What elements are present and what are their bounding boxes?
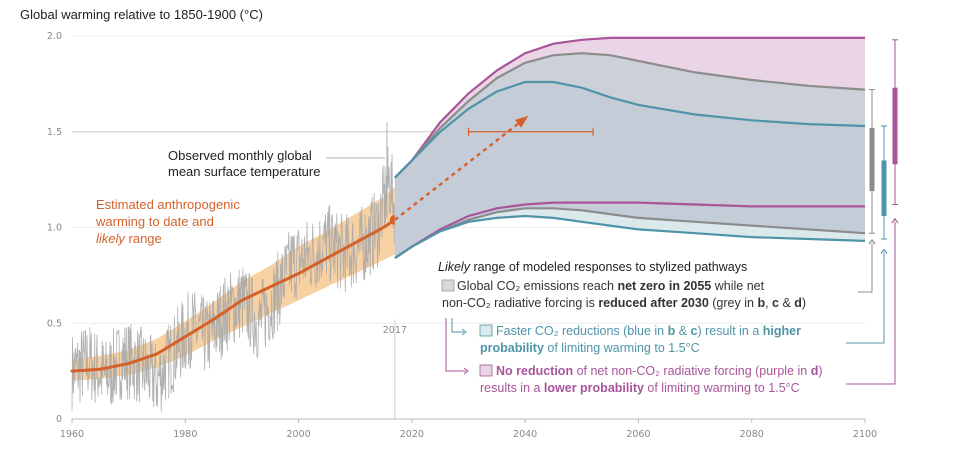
purple-lower-edge-line <box>394 201 865 260</box>
legend-blue-text-line-2: probability of limiting warming to 1.5°C <box>480 341 700 355</box>
y-tick-label: 1.0 <box>47 223 62 234</box>
projection-arrow-head <box>515 115 529 128</box>
x-tick-label: 2100 <box>853 429 877 440</box>
observed-label-line-2: mean surface temperature <box>168 164 320 179</box>
x-tick-label: 1960 <box>60 429 84 440</box>
legend-blue-branch-arrow <box>461 328 467 336</box>
grey-side-box <box>869 127 875 192</box>
x-tick-label: 2000 <box>286 429 310 440</box>
x-tick-label: 2060 <box>626 429 650 440</box>
grey-upper-edge-line <box>394 52 866 179</box>
legend: Likely range of modeled responses to sty… <box>438 260 823 395</box>
chart-title: Global warming relative to 1850-1900 (°C… <box>20 7 263 22</box>
connector-arrow-head <box>868 238 876 245</box>
x-tick-label: 2080 <box>740 429 764 440</box>
purple-upper-edge-line <box>394 36 865 179</box>
legend-blue-branch <box>451 318 464 333</box>
connector-arrow-head <box>891 217 899 224</box>
blue-lower-edge-line <box>394 214 866 260</box>
legend-purple-branch-arrow <box>463 367 469 375</box>
projection-dashed-arrow <box>394 117 526 221</box>
y-tick-label: 0.5 <box>47 318 62 329</box>
anthropogenic-warming-line <box>70 218 397 373</box>
y-tick-label: 0 <box>56 414 62 425</box>
side-range-bars <box>846 39 899 385</box>
purple-side-box <box>892 87 898 165</box>
blue-lower-sliver <box>394 208 865 259</box>
observed-label-line-1: Observed monthly global <box>168 148 312 163</box>
legend-blue-swatch <box>479 324 493 337</box>
legend-grey-text-line-2: non-CO₂ radiative forcing is reduced aft… <box>442 296 806 310</box>
y-tick-label: 1.5 <box>47 127 62 138</box>
x-tick-label: 2040 <box>513 429 537 440</box>
legend-grey-swatch <box>441 279 455 292</box>
legend-purple-text-line-2: results in a lower probability of limiti… <box>480 381 800 395</box>
x-tick-label: 1980 <box>173 429 197 440</box>
reference-year-label: 2017 <box>383 325 407 336</box>
legend-title: Likely range of modeled responses to sty… <box>438 260 747 274</box>
x-tick-label: 2020 <box>400 429 424 440</box>
anthropogenic-likely-range-band <box>72 187 395 381</box>
legend-grey-text-line-1: Global CO₂ emissions reach net zero in 2… <box>457 279 765 293</box>
blue-upper-edge-line <box>394 80 866 179</box>
y-tick-label: 2.0 <box>47 31 62 42</box>
anthropogenic-label-line-2: warming to date and <box>95 214 214 229</box>
observed-temperature-line <box>71 146 396 412</box>
grey-legend-connector <box>858 242 873 293</box>
anthropogenic-label-line-3: likely range <box>96 231 162 246</box>
plot-area <box>70 36 866 412</box>
anthropogenic-label-line-1: Estimated anthropogenic <box>96 197 240 212</box>
legend-purple-branch <box>445 318 466 372</box>
legend-purple-text-line-1: No reduction of net non-CO₂ radiative fo… <box>496 364 823 378</box>
legend-purple-swatch <box>479 364 493 377</box>
legend-blue-text-line-1: Faster CO₂ reductions (blue in b & c) re… <box>496 324 801 338</box>
blue-legend-connector <box>846 252 885 344</box>
blue-side-box <box>881 160 887 217</box>
connector-arrow-head <box>880 248 888 254</box>
purple-legend-connector <box>846 221 896 385</box>
tick-labels: 0 0.5 1.0 1.5 2.0 1960 1980 2000 2020 2040 2060 208… <box>47 31 877 440</box>
